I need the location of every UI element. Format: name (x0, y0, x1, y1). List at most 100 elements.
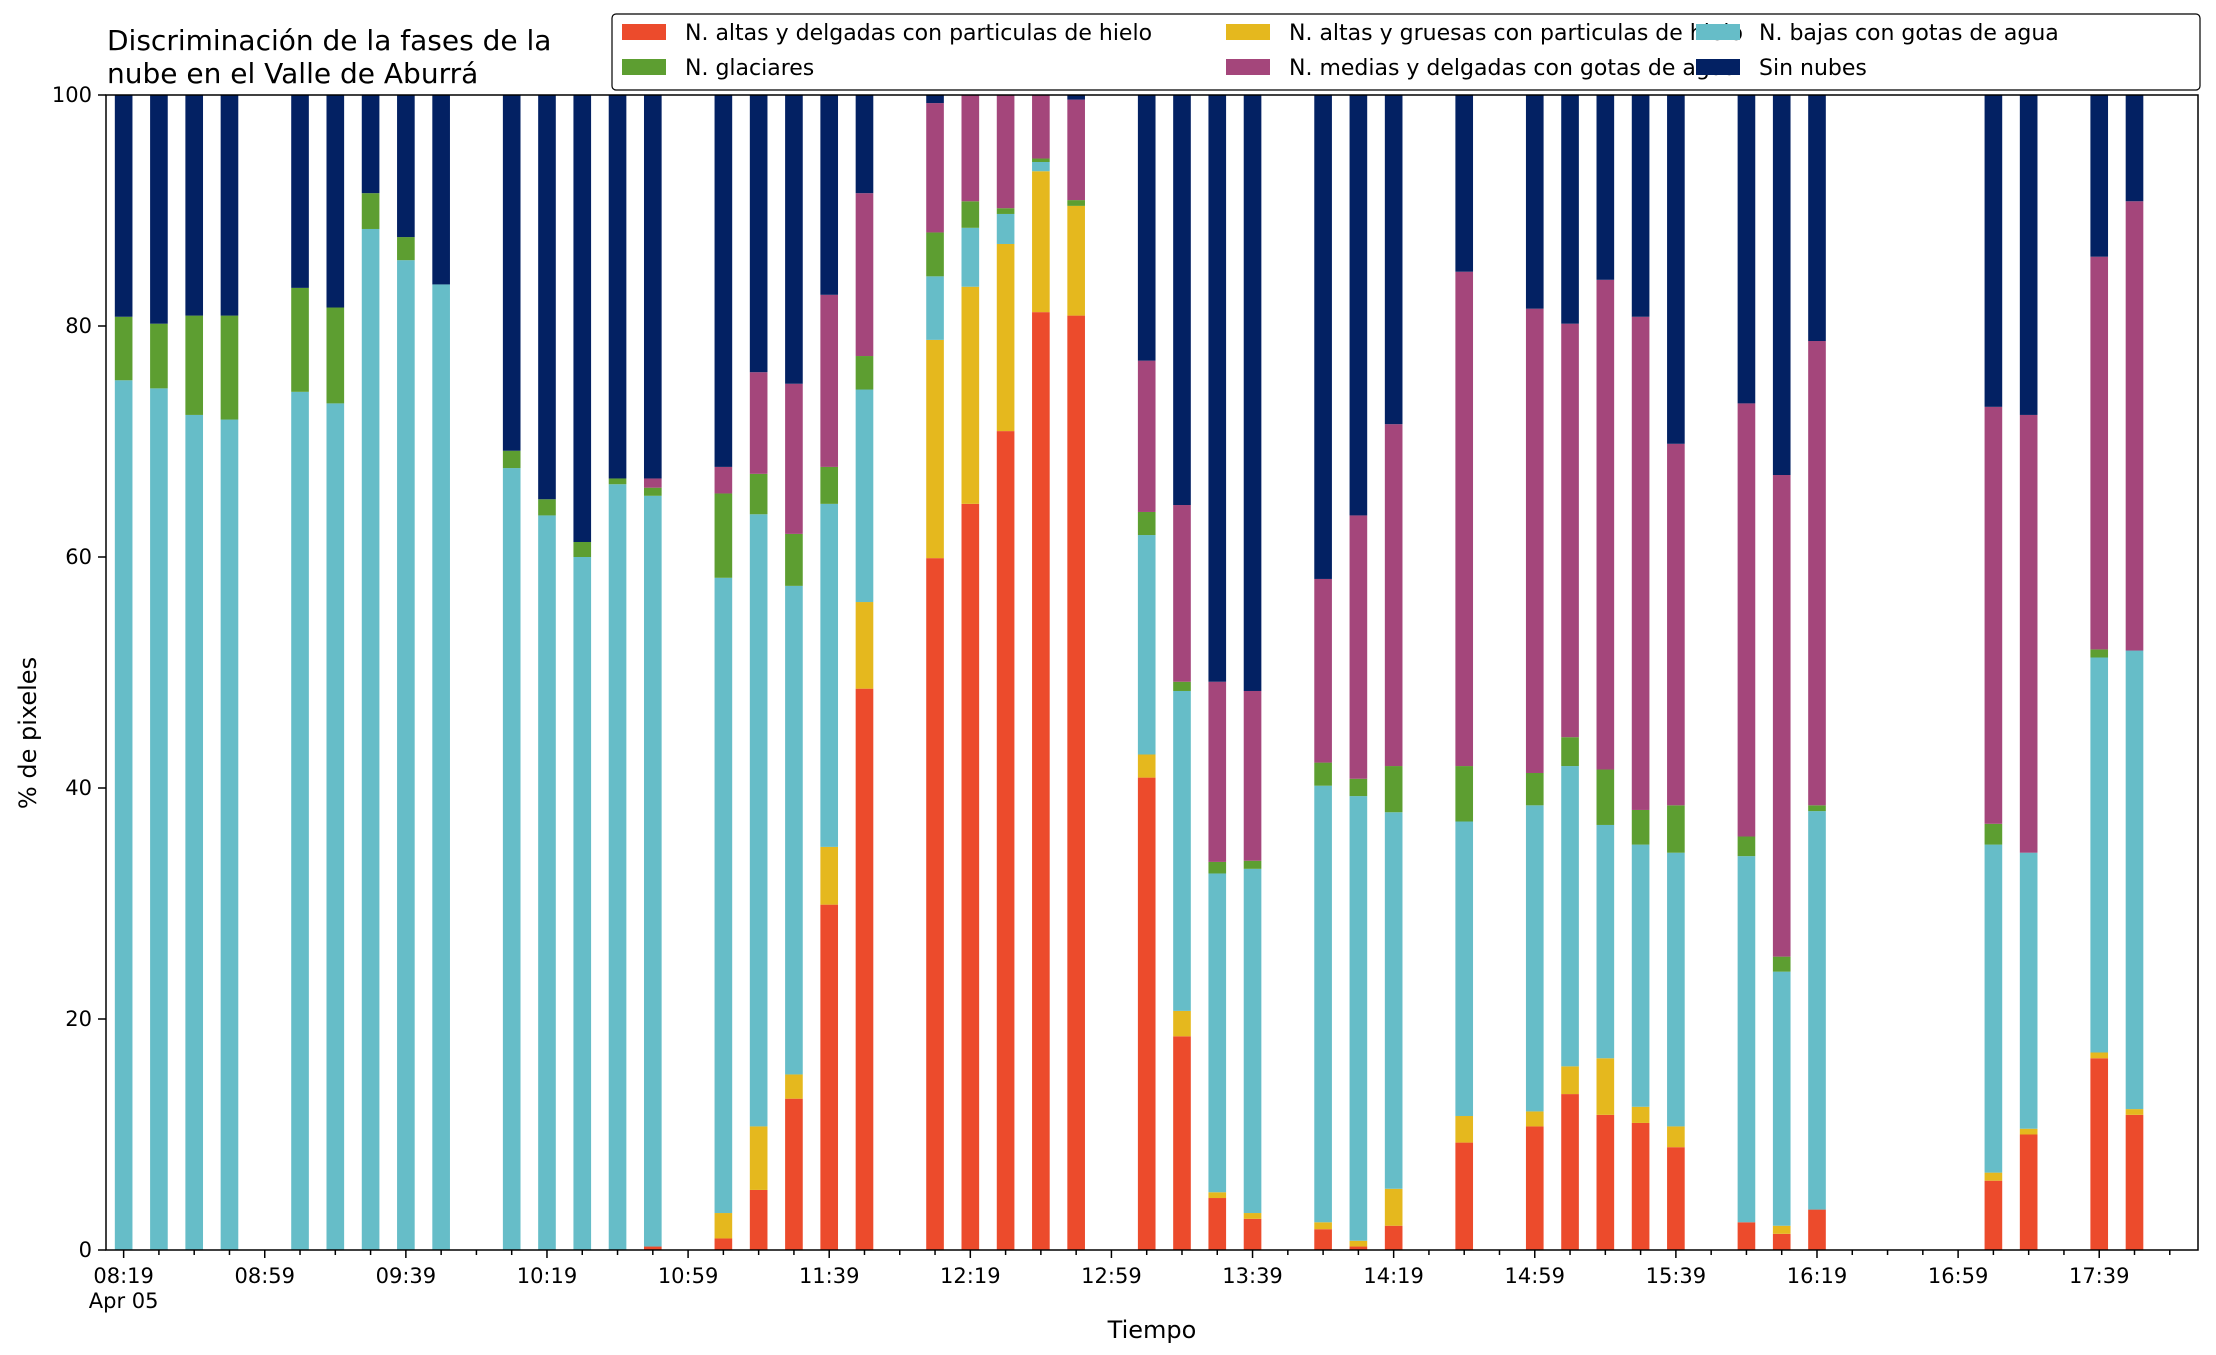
bar-segment (1525, 95, 1544, 309)
bar-segment (1631, 809, 1650, 845)
bar-segment (1067, 315, 1085, 1251)
bar-segment (1525, 1126, 1544, 1250)
bars (114, 95, 2144, 1251)
bar-stack (1525, 95, 1544, 1250)
bar-stack (608, 95, 627, 1250)
bar-segment (220, 95, 239, 316)
bar-segment (1314, 785, 1332, 1223)
x-tick-label: 16:59 (1928, 1264, 1989, 1288)
bar-segment (1137, 360, 1156, 512)
bar-segment (361, 228, 380, 1251)
y-tick-label: 40 (65, 776, 92, 800)
bar-segment (643, 487, 662, 496)
bar-segment (397, 95, 415, 238)
bar-stack (2125, 95, 2144, 1250)
bar-segment (608, 95, 627, 479)
bar-segment (608, 484, 627, 1250)
bar-stack (361, 95, 380, 1251)
bar-segment (1208, 1192, 1227, 1199)
bar-segment (996, 213, 1015, 244)
bar-segment (785, 1074, 803, 1099)
bar-segment (855, 389, 874, 603)
bar-stack (502, 95, 521, 1250)
x-tick-label: 16:19 (1787, 1264, 1848, 1288)
bar-segment (1984, 823, 2003, 845)
bar-segment (538, 499, 556, 516)
bar-segment (1808, 341, 1826, 806)
bar-stack (643, 95, 662, 1250)
bar-segment (996, 243, 1015, 432)
bar-stack (1561, 95, 1579, 1250)
y-tick-label: 80 (65, 314, 92, 338)
bar-segment (855, 602, 874, 689)
bar-segment (1137, 535, 1156, 755)
legend-swatch (622, 59, 666, 75)
bar-segment (2090, 1052, 2109, 1059)
bar-segment (1631, 1106, 1650, 1123)
legend-item: N. bajas con gotas de agua (1696, 21, 2059, 46)
bar-segment (1596, 1058, 1615, 1115)
bar-segment (1525, 805, 1544, 1112)
legend-label: N. altas y gruesas con particulas de hie… (1289, 21, 1743, 46)
bar-segment (996, 431, 1015, 1251)
x-tick-label: 13:39 (1222, 1264, 1283, 1288)
bar-segment (1137, 95, 1156, 361)
bar-segment (2125, 1114, 2144, 1250)
bar-segment (820, 503, 839, 847)
legend-item: N. medias y delgadas con gotas de agua (1226, 56, 1737, 81)
bar-stack (432, 95, 450, 1250)
bar-segment (749, 473, 768, 515)
y-axis-ticks: 0 20 40 60 80 100 (52, 83, 106, 1262)
bar-segment (1525, 772, 1544, 806)
bar-segment (1173, 505, 1191, 682)
bar-segment (1384, 1188, 1403, 1226)
bar-segment (1032, 171, 1050, 313)
bar-segment (1984, 1172, 2003, 1181)
plot-frame (105, 94, 2199, 1251)
legend-item: Sin nubes (1696, 56, 1867, 81)
bar-segment (749, 1126, 768, 1190)
legend-item: N. altas y gruesas con particulas de hie… (1226, 21, 1743, 46)
bar-segment (361, 193, 380, 229)
x-tick-label: 08:59 (234, 1264, 295, 1288)
bar-segment (1208, 681, 1227, 862)
bar-segment (1349, 796, 1368, 1241)
bar-segment (1243, 1218, 1262, 1250)
bar-segment (1455, 1116, 1474, 1143)
y-tick-label: 0 (79, 1238, 92, 1262)
bar-segment (608, 478, 627, 485)
bar-stack (1067, 95, 1085, 1251)
bar-segment (220, 315, 239, 420)
bar-stack (1349, 95, 1368, 1250)
bar-stack (1314, 95, 1332, 1250)
bar-segment (1737, 1222, 1756, 1250)
x-tick-label: 09:39 (376, 1264, 437, 1288)
bar-segment (714, 1238, 733, 1250)
legend: N. altas y delgadas con particulas de hi… (611, 13, 2201, 91)
bar-segment (643, 495, 662, 1247)
bar-segment (1208, 873, 1227, 1193)
chart-title-line: Discriminación de la fases de la (107, 24, 551, 57)
bar-segment (714, 95, 733, 467)
legend-swatch (1696, 59, 1740, 75)
bar-segment (1067, 200, 1085, 206)
bar-segment (820, 95, 839, 295)
bar-stack (1772, 95, 1791, 1250)
bar-segment (432, 95, 450, 285)
bar-stack (785, 95, 803, 1250)
bar-segment (820, 904, 839, 1250)
bar-segment (573, 557, 592, 1250)
bar-segment (1032, 158, 1050, 162)
bar-stack (1667, 95, 1685, 1250)
bar-segment (1667, 805, 1685, 853)
legend-box (611, 13, 2201, 91)
bar-segment (2019, 1128, 2038, 1135)
bar-segment (1384, 1225, 1403, 1250)
bar-stack (1631, 95, 1650, 1250)
bar-segment (1349, 1240, 1368, 1247)
bar-segment (1772, 1225, 1791, 1234)
bar-segment (785, 533, 803, 586)
bar-segment (1455, 95, 1474, 272)
